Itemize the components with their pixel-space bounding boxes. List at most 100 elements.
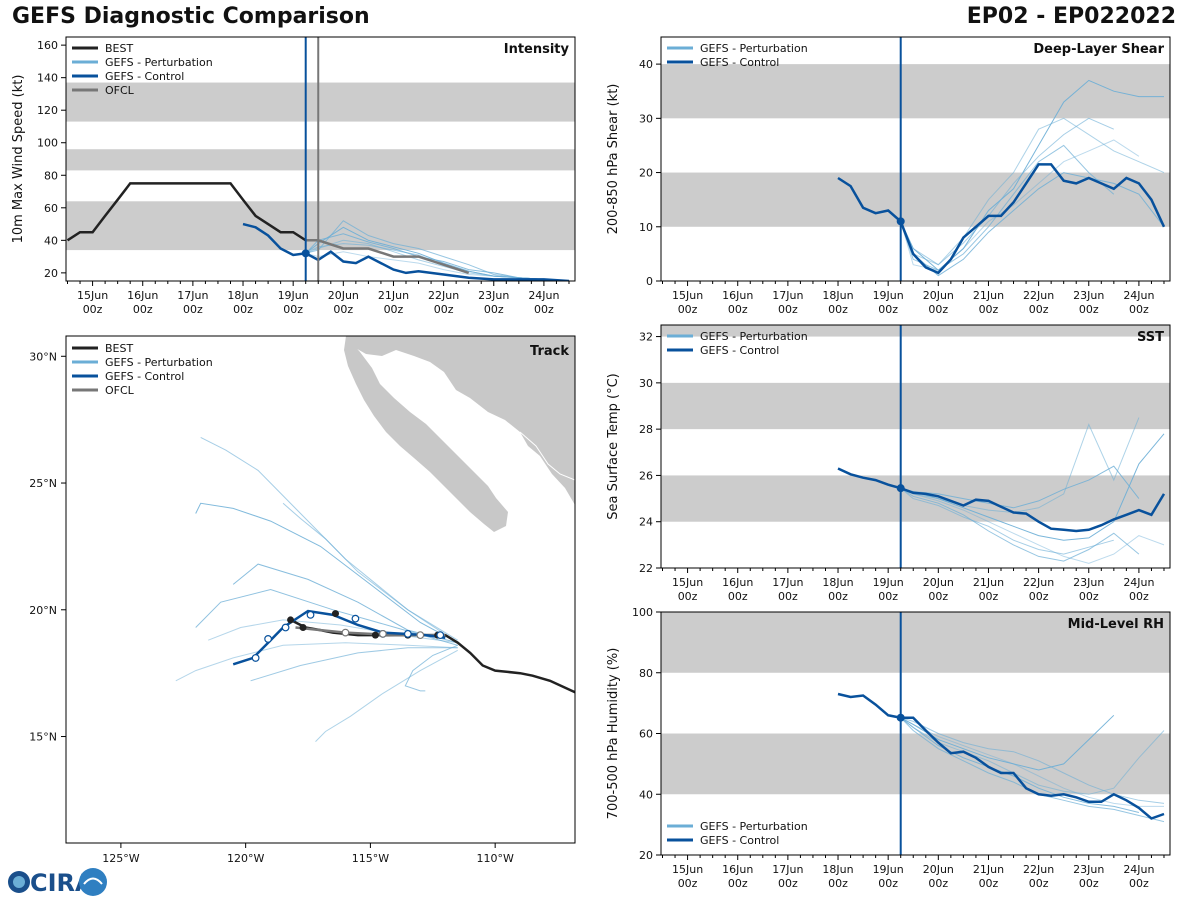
x-tick-label: 23Jun — [1073, 863, 1104, 876]
plot-frame — [660, 36, 1171, 282]
perturbation-line — [900, 717, 1140, 813]
x-tick-sublabel: 00z — [928, 877, 948, 890]
control-track-point — [251, 654, 260, 662]
x-tick-label: 19Jun — [873, 863, 904, 876]
plot-frame — [660, 324, 1171, 569]
legend-label: GEFS - Control — [700, 834, 779, 847]
x-tick-sublabel: 00z — [1129, 877, 1149, 890]
control-track-point — [264, 635, 273, 643]
control-track-point — [306, 610, 315, 619]
x-tick-sublabel: 00z — [678, 303, 698, 316]
x-tick-label: 18Jun — [822, 863, 853, 876]
perturbation-line — [900, 717, 1164, 807]
control-track-point — [436, 631, 445, 640]
x-tick-sublabel: 00z — [979, 590, 999, 603]
legend-label: GEFS - Control — [105, 70, 184, 83]
legend-label: GEFS - Perturbation — [105, 56, 213, 69]
x-tick-label: 23Jun — [1073, 576, 1104, 589]
threshold-band — [661, 172, 1170, 227]
y-tick-label: 60 — [639, 728, 653, 741]
lat-tick-label: 30°N — [29, 350, 57, 363]
perturbation-track — [404, 644, 458, 692]
threshold-band — [661, 733, 1170, 795]
perturbation-track — [195, 588, 458, 646]
x-tick-sublabel: 00z — [828, 303, 848, 316]
threshold-band — [661, 325, 1170, 337]
cira-globe-core — [13, 876, 25, 888]
x-tick-sublabel: 00z — [1129, 590, 1149, 603]
threshold-band — [661, 64, 1170, 119]
y-tick-label: 60 — [44, 202, 58, 215]
peninsula-landmass — [344, 336, 508, 532]
cira-swoosh — [83, 877, 103, 885]
control-line — [837, 692, 1165, 820]
x-tick-sublabel: 00z — [928, 303, 948, 316]
x-tick-sublabel: 00z — [534, 303, 554, 316]
lon-tick-label: 120°W — [227, 852, 264, 865]
x-tick-label: 18Jun — [822, 289, 853, 302]
x-tick-label: 17Jun — [772, 863, 803, 876]
x-tick-label: 17Jun — [772, 576, 803, 589]
x-tick-sublabel: 00z — [133, 303, 153, 316]
x-tick-label: 15Jun — [672, 576, 703, 589]
x-tick-label: 22Jun — [428, 289, 459, 302]
map-area — [175, 336, 575, 742]
x-tick-sublabel: 00z — [183, 303, 203, 316]
plot-area — [661, 325, 1170, 568]
y-tick-label: 26 — [639, 469, 653, 482]
y-tick-label: 28 — [639, 423, 653, 436]
x-tick-sublabel: 00z — [678, 590, 698, 603]
x-tick-sublabel: 00z — [233, 303, 253, 316]
perturbation-track — [315, 649, 458, 742]
x-tick-sublabel: 00z — [979, 877, 999, 890]
plot-frame — [65, 36, 576, 282]
panel-title: Intensity — [504, 42, 570, 57]
lon-tick-label: 125°W — [102, 852, 139, 865]
control-line — [837, 163, 1166, 275]
mainland-landmass — [346, 336, 575, 505]
y-tick-label: 40 — [639, 788, 653, 801]
y-tick-label: 24 — [639, 516, 653, 529]
control-init-marker — [896, 713, 905, 722]
x-tick-label: 23Jun — [1073, 289, 1104, 302]
best-track-point — [331, 610, 339, 618]
x-tick-label: 17Jun — [177, 289, 208, 302]
perturbation-line — [900, 487, 1165, 564]
x-tick-sublabel: 00z — [928, 590, 948, 603]
perturbation-line — [900, 117, 1165, 266]
storm-id-label: EP02 - EP022022 — [966, 4, 1176, 29]
y-tick-label: 20 — [639, 167, 653, 180]
y-tick-label: 32 — [639, 331, 653, 344]
threshold-band — [661, 382, 1170, 430]
control-init-marker — [301, 249, 310, 258]
best-track-point — [299, 624, 307, 632]
legend-label: OFCL — [105, 384, 135, 397]
x-tick-label: 15Jun — [672, 289, 703, 302]
x-tick-label: 22Jun — [1023, 576, 1054, 589]
panel-title: Deep-Layer Shear — [1033, 42, 1164, 57]
y-tick-label: 80 — [639, 667, 653, 680]
cira-logo: CIRA — [8, 868, 107, 897]
legend-label: GEFS - Perturbation — [700, 42, 808, 55]
perturbation-track — [250, 647, 458, 682]
panel-title: SST — [1137, 330, 1164, 345]
x-tick-sublabel: 00z — [83, 303, 103, 316]
x-tick-sublabel: 00z — [828, 590, 848, 603]
y-tick-label: 0 — [646, 275, 653, 288]
plot-area — [66, 37, 575, 281]
x-tick-label: 19Jun — [873, 576, 904, 589]
control-track-point — [351, 614, 360, 623]
x-tick-sublabel: 00z — [1029, 590, 1049, 603]
x-tick-sublabel: 00z — [878, 877, 898, 890]
cira-satellite-icon — [79, 868, 107, 896]
ofcl-line — [305, 239, 470, 275]
lat-tick-label: 15°N — [29, 731, 57, 744]
ofcl-track-point — [416, 631, 425, 640]
x-tick-sublabel: 00z — [728, 303, 748, 316]
x-tick-label: 21Jun — [973, 863, 1004, 876]
best-track-point — [287, 616, 295, 624]
chart-panel-2: 15Jun00z16Jun00z17Jun00z18Jun00z19Jun00z… — [606, 324, 1171, 603]
perturbation-line — [900, 487, 1140, 562]
x-tick-sublabel: 00z — [979, 303, 999, 316]
